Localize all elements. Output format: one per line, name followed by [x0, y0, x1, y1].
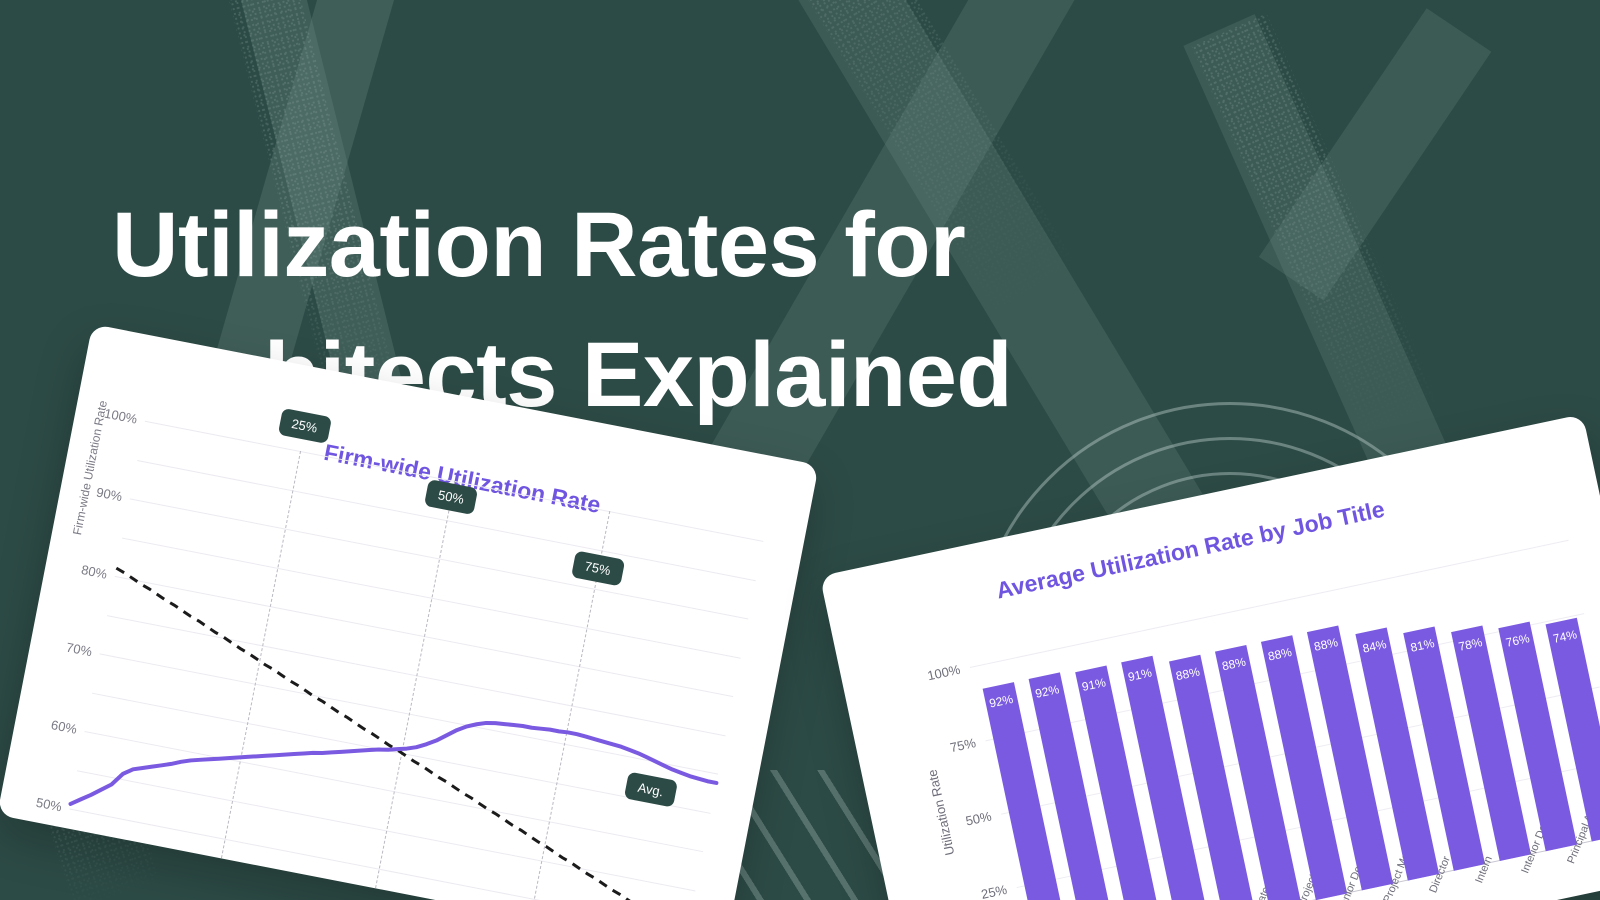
bar-value-label: 76%: [1504, 631, 1531, 650]
bar-value-label: 88%: [1266, 644, 1294, 664]
y-axis-tick-label: 50%: [964, 808, 993, 829]
bar-value-label: 92%: [1033, 682, 1061, 701]
bar-chart-card[interactable]: Average Utilization Rate by Job Title Ut…: [819, 414, 1600, 900]
y-axis-tick-label: 25%: [979, 881, 1009, 900]
line-chart-series-svg: [68, 566, 719, 900]
bar-value-label: 88%: [1220, 654, 1248, 674]
y-axis-tick-label: 100%: [103, 405, 139, 427]
y-axis-tick-label: 90%: [95, 484, 124, 505]
bar-chart-plot-area: 100% 75% 50% 25% 0% 92%Architect92%Desig…: [926, 539, 1600, 900]
bar-value-label: 91%: [1126, 665, 1154, 685]
bar-value-label: 88%: [1312, 635, 1340, 654]
x-axis-category-label: Director: [1427, 854, 1454, 895]
y-axis-tick-label: 100%: [925, 661, 962, 684]
bar-chart-title: Average Utilization Rate by Job Title: [993, 495, 1387, 604]
bar-value-label: 91%: [1080, 675, 1108, 694]
bar-chart-y-axis-title: Utilization Rate: [924, 768, 958, 857]
utilization-line: [68, 720, 719, 806]
avg-trend-line: [115, 566, 688, 900]
y-axis-tick-label: 60%: [49, 717, 79, 737]
line-chart-plot-area: 100% 90% 80% 70% 60% 50% 25% 50% 75% Avg…: [35, 406, 764, 900]
bar-value-label: 78%: [1457, 635, 1484, 654]
y-axis-tick-label: 75%: [948, 735, 978, 756]
bar-value-label: 88%: [1174, 664, 1202, 684]
bar-value-label: 74%: [1551, 627, 1579, 646]
bar-value-label: 84%: [1361, 637, 1388, 656]
x-axis-category-label: Intern: [1473, 854, 1496, 885]
chevron-stripe-icon: [1258, 8, 1492, 301]
y-axis-tick-label: 80%: [80, 562, 109, 582]
line-chart-card[interactable]: Firm-wide Utilization Rate Firm-wide Uti…: [0, 323, 819, 900]
y-axis-tick-label: 70%: [64, 639, 94, 660]
bar-value-label: 92%: [987, 691, 1015, 711]
bar-value-label: 81%: [1409, 636, 1436, 655]
marker-badge-25[interactable]: 25%: [277, 407, 332, 444]
y-axis-tick-label: 50%: [34, 794, 64, 815]
